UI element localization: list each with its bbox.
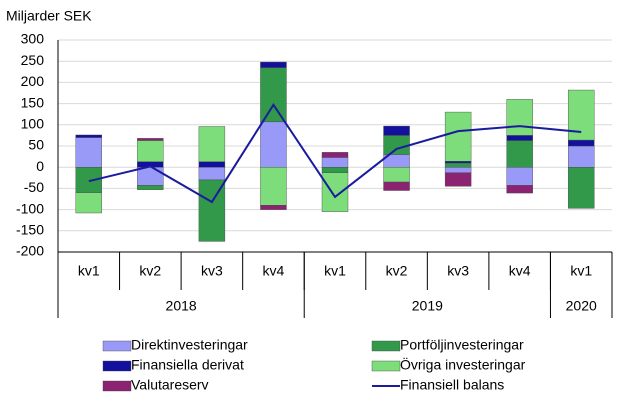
x-tick-label: kv3 [447,263,469,279]
bar-segment [383,166,410,183]
y-tick-label: 50 [28,137,44,153]
bar-segment [568,145,595,168]
x-tick-label: kv4 [509,263,531,279]
bar-segment [568,89,595,141]
x-tick-label: kv2 [386,263,408,279]
legend-swatch [102,360,132,372]
legend-label: Finansiell balans [400,377,504,393]
bar-segment [444,161,472,164]
bar-segment [260,61,287,68]
x-tick-label: kv1 [78,263,100,279]
year-label: 2018 [166,298,197,314]
bar-segment [75,134,102,138]
y-tick-label: -150 [16,222,44,238]
bar-segment [444,111,472,162]
bar-segment [383,135,410,155]
bar-segment [198,179,226,242]
bar-segment [506,99,533,136]
y-tick-label: -200 [16,243,44,259]
legend-label: Direktinvesteringar [131,337,248,353]
bar-segment [444,172,472,187]
legend-swatch [102,340,132,352]
bar-segment [444,166,472,173]
bar-segment [137,185,164,190]
bar-segment [198,161,226,168]
bar-segment [568,166,595,209]
y-tick-label: 0 [36,158,44,174]
balance-line [88,103,582,204]
bar-segment [260,166,287,206]
bar-segment [568,139,595,147]
bar-segment [321,152,349,158]
bar-segment [506,135,533,141]
bar-segment [383,181,410,191]
y-tick-label: 150 [21,94,45,110]
legend-swatch [102,380,132,392]
bar-segment [321,172,349,212]
bar-segment [383,125,410,136]
y-tick-label: 100 [21,116,45,132]
legend-label: Övriga investeringar [400,356,526,373]
bar-segment [137,166,164,186]
bar-segment [444,162,472,168]
bar-segment [506,185,533,194]
bar-segment [75,137,102,168]
bar-segment [198,166,226,181]
y-tick-label: 300 [21,31,45,47]
y-tick-label: -100 [16,200,44,216]
bar-segment [137,140,164,162]
y-tick-label: 200 [21,73,45,89]
bar-segment [75,192,102,214]
legend-label: Finansiella derivat [131,357,244,373]
bar-segment [321,166,349,173]
x-tick-label: kv2 [139,263,161,279]
y-tick-label: -50 [24,179,44,195]
bar-segment [506,140,533,168]
x-tick-label: kv1 [570,263,592,279]
bar-segment [260,121,287,168]
y-tick-label: 250 [21,52,45,68]
x-tick-label: kv4 [263,263,285,279]
bar-segment [506,166,533,186]
legend-label: Valutareserv [131,377,209,393]
x-tick-label: kv3 [201,263,223,279]
legend-label: Portföljinvesteringar [400,337,524,353]
y-axis-label: Miljarder SEK [6,8,92,24]
legend-swatch [371,360,401,372]
bar-segment [260,205,287,210]
x-tick-label: kv1 [324,263,346,279]
bar-segment [321,157,349,168]
bar-segment [260,67,287,123]
bar-segment [137,138,164,141]
legend-swatch [371,340,401,352]
year-label: 2020 [566,298,597,314]
bar-segment [198,126,226,162]
year-label: 2019 [412,298,443,314]
